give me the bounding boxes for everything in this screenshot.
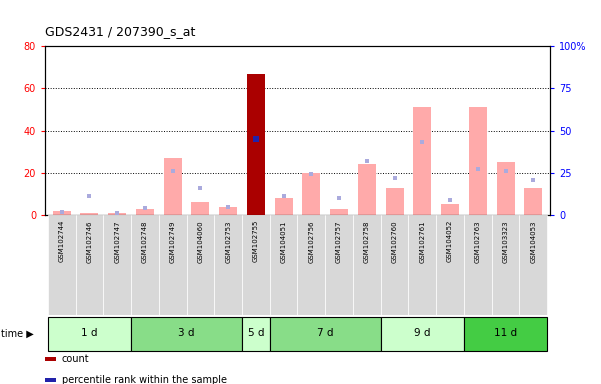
Text: GSM102749: GSM102749	[169, 220, 175, 263]
Bar	[297, 215, 325, 315]
Bar	[496, 162, 514, 215]
Text: GSM102758: GSM102758	[364, 220, 370, 263]
Text: GSM104060: GSM104060	[197, 220, 203, 263]
Bar	[219, 207, 237, 215]
Bar	[353, 215, 380, 315]
Bar	[186, 215, 215, 315]
Text: GSM104052: GSM104052	[447, 220, 453, 262]
Text: GSM102744: GSM102744	[59, 220, 65, 262]
Bar	[358, 164, 376, 215]
Text: 5 d: 5 d	[248, 328, 264, 338]
Text: GSM102748: GSM102748	[142, 220, 148, 263]
Text: 11 d: 11 d	[494, 328, 517, 338]
Bar	[380, 317, 464, 351]
Text: GSM102761: GSM102761	[419, 220, 426, 263]
Text: time ▶: time ▶	[1, 329, 34, 339]
Bar	[242, 215, 270, 315]
Text: GSM102760: GSM102760	[392, 220, 398, 263]
Text: GSM102746: GSM102746	[87, 220, 93, 263]
Text: 9 d: 9 d	[414, 328, 430, 338]
Bar	[469, 107, 487, 215]
Text: GSM102747: GSM102747	[114, 220, 120, 263]
Text: 3 d: 3 d	[178, 328, 195, 338]
Bar	[413, 107, 432, 215]
Bar	[270, 215, 297, 315]
Bar	[136, 209, 154, 215]
Bar	[191, 202, 209, 215]
Text: GSM102755: GSM102755	[253, 220, 259, 262]
Bar	[441, 204, 459, 215]
Bar	[492, 215, 519, 315]
Bar	[325, 215, 353, 315]
Bar	[247, 122, 265, 215]
Bar	[464, 317, 547, 351]
Text: GSM102753: GSM102753	[225, 220, 231, 263]
Bar	[519, 215, 547, 315]
Bar	[380, 215, 409, 315]
Bar	[330, 209, 348, 215]
Text: 7 d: 7 d	[317, 328, 334, 338]
Text: GSM102763: GSM102763	[475, 220, 481, 263]
Bar	[302, 173, 320, 215]
Bar	[159, 215, 186, 315]
Text: GSM104051: GSM104051	[281, 220, 287, 263]
Bar	[247, 73, 265, 215]
Bar	[436, 215, 464, 315]
Bar	[53, 211, 71, 215]
Text: GDS2431 / 207390_s_at: GDS2431 / 207390_s_at	[45, 25, 195, 38]
Bar	[163, 158, 182, 215]
Bar	[108, 213, 126, 215]
Bar	[270, 317, 380, 351]
Bar	[48, 317, 131, 351]
Text: GSM102757: GSM102757	[336, 220, 342, 263]
Bar	[409, 215, 436, 315]
Bar	[131, 215, 159, 315]
Text: 1 d: 1 d	[81, 328, 98, 338]
Bar	[464, 215, 492, 315]
Text: GSM104053: GSM104053	[530, 220, 536, 263]
Bar	[103, 215, 131, 315]
Text: GSM103323: GSM103323	[502, 220, 508, 263]
Bar	[76, 215, 103, 315]
Text: count: count	[62, 354, 90, 364]
Bar	[215, 215, 242, 315]
Text: GSM102756: GSM102756	[308, 220, 314, 263]
Bar	[275, 198, 293, 215]
Text: percentile rank within the sample: percentile rank within the sample	[62, 375, 227, 384]
Bar	[524, 188, 542, 215]
Bar	[242, 317, 270, 351]
Bar	[81, 213, 99, 215]
Bar	[131, 317, 242, 351]
Bar	[48, 215, 76, 315]
Bar	[386, 188, 404, 215]
